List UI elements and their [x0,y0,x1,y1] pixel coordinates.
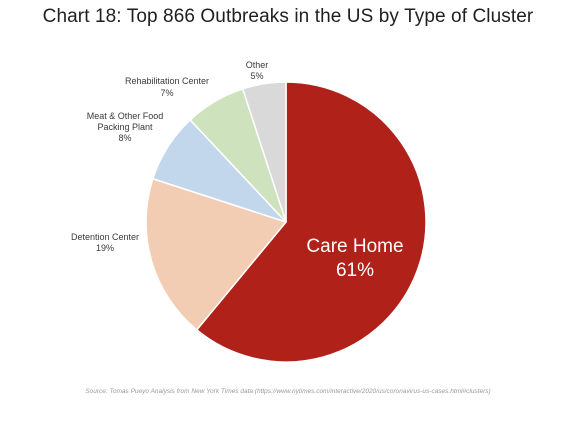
other-percent: 5% [250,71,263,81]
care-home-label: Care Home [306,236,403,257]
other-label: Other [246,60,269,70]
pie-slice-care-home [196,81,427,363]
rehabilitation-center-percent: 7% [160,88,173,98]
detention-center-label: Detention Center [71,232,139,242]
meat-packing-label-line1: Meat & Other Food [87,111,164,121]
detention-center-percent: 19% [96,243,114,253]
chart-title: Chart 18: Top 866 Outbreaks in the US by… [42,6,534,27]
source-note: Source: Tomas Pueyo Analysis from New Yo… [85,388,491,395]
pie-slice-other [241,81,287,223]
pie-slice-detention-center [145,177,287,331]
meat-packing-label-line2: Packing Plant [97,122,153,132]
pie-slices [145,81,427,363]
rehabilitation-center-label: Rehabilitation Center [125,76,209,86]
care-home-percent: 61% [336,260,374,281]
meat-packing-percent: 8% [118,133,131,143]
